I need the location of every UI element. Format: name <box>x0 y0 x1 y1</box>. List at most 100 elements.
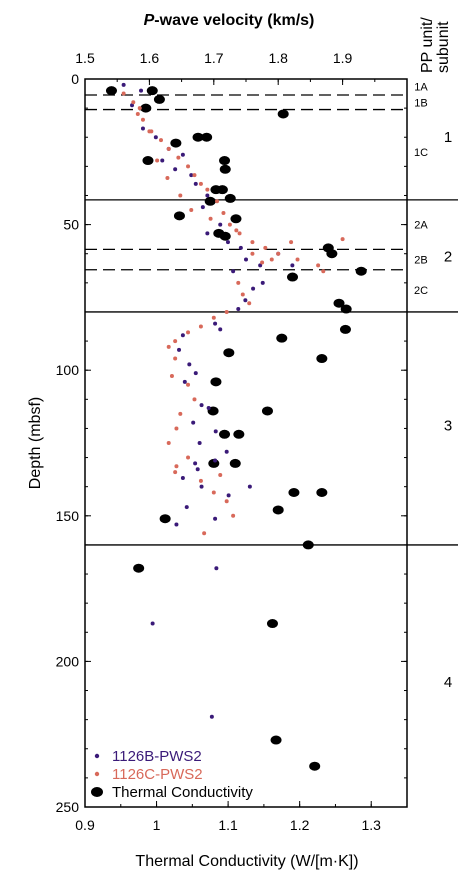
tc-point <box>261 406 273 416</box>
velocity-point <box>240 292 245 297</box>
legend-label: 1126C-PWS2 <box>112 766 203 783</box>
velocity-point <box>289 240 294 245</box>
velocity-point <box>189 208 194 213</box>
top-tick-label: 1.7 <box>204 50 224 66</box>
velocity-point <box>169 374 174 379</box>
velocity-point <box>176 155 181 160</box>
tc-point <box>219 156 231 166</box>
tc-point <box>140 103 152 113</box>
series-1126c-pws2 <box>121 91 345 536</box>
velocity-point <box>173 356 178 361</box>
velocity-point <box>173 470 178 475</box>
tc-point <box>204 196 216 206</box>
left-tick-label: 50 <box>63 217 79 233</box>
velocity-point <box>140 126 145 131</box>
legend-marker-tc <box>91 787 103 797</box>
velocity-point <box>174 464 179 469</box>
subunit-label-1c: 1C <box>414 147 428 159</box>
tc-point <box>230 214 242 224</box>
velocity-point <box>200 205 205 210</box>
left-tick-label: 250 <box>56 799 80 815</box>
velocity-point <box>178 411 183 416</box>
velocity-point <box>276 251 281 256</box>
tc-point <box>340 304 352 314</box>
tc-point <box>277 109 289 119</box>
tc-point <box>216 185 228 195</box>
velocity-point <box>250 240 255 245</box>
unit-label-4: 4 <box>444 674 452 691</box>
velocity-point <box>208 216 213 221</box>
velocity-point <box>226 493 231 498</box>
velocity-point <box>218 222 223 227</box>
top-tick-label: 1.8 <box>268 50 288 66</box>
velocity-point <box>213 429 218 434</box>
velocity-point <box>199 484 204 489</box>
velocity-point <box>213 516 218 521</box>
velocity-point <box>180 333 185 338</box>
velocity-point <box>177 347 182 352</box>
right-axis-title-line1: PP unit/ <box>419 17 436 73</box>
velocity-point <box>137 106 142 111</box>
velocity-point <box>140 117 145 122</box>
velocity-point <box>180 475 185 480</box>
tc-point <box>210 377 222 387</box>
bottom-tick-label: 1.1 <box>218 817 238 833</box>
subunit-label-2b: 2B <box>414 255 427 267</box>
left-tick-label: 200 <box>56 653 80 669</box>
velocity-point <box>237 231 242 236</box>
data-series <box>105 82 367 771</box>
velocity-point <box>173 339 178 344</box>
tc-point <box>219 164 231 174</box>
velocity-point <box>213 458 218 463</box>
tc-point <box>219 429 231 439</box>
legend-label: 1126B-PWS2 <box>112 748 202 765</box>
velocity-point <box>173 167 178 172</box>
velocity-point <box>193 461 198 466</box>
velocity-point <box>224 499 229 504</box>
plot-frame <box>84 78 408 808</box>
velocity-point <box>231 269 236 274</box>
velocity-point <box>340 237 345 242</box>
velocity-point <box>238 245 243 250</box>
velocity-point <box>213 321 218 326</box>
velocity-point <box>224 309 229 314</box>
tc-point <box>309 761 321 771</box>
velocity-point <box>269 257 274 262</box>
velocity-point <box>209 714 214 719</box>
tc-point <box>316 354 328 364</box>
velocity-point <box>227 222 232 227</box>
velocity-point <box>251 286 256 291</box>
velocity-point <box>260 280 265 285</box>
unit-labels: 1A 1B 1C 2A 2B 2C 1 2 3 4 <box>414 81 452 691</box>
velocity-point <box>174 426 179 431</box>
unit-label-3: 3 <box>444 418 452 435</box>
velocity-point <box>244 257 248 262</box>
tc-point <box>333 298 345 308</box>
velocity-point <box>182 379 187 384</box>
legend-label: Thermal Conductivity <box>112 784 253 801</box>
tc-point <box>276 333 288 343</box>
bottom-tick-label: 0.9 <box>75 817 95 833</box>
tc-point <box>170 138 182 148</box>
velocity-point <box>224 449 229 454</box>
velocity-point <box>186 330 191 335</box>
velocity-point <box>187 362 192 367</box>
subunit-label-2c: 2C <box>414 285 428 297</box>
velocity-point <box>205 187 210 192</box>
velocity-point <box>184 505 189 510</box>
tc-point <box>287 272 299 282</box>
velocity-point <box>250 251 255 256</box>
velocity-point <box>236 307 241 312</box>
velocity-point <box>214 566 219 571</box>
velocity-point <box>236 280 241 285</box>
velocity-point <box>193 371 198 376</box>
velocity-point <box>153 135 158 140</box>
top-tick-label: 1.5 <box>75 50 95 66</box>
tc-point <box>153 94 165 104</box>
legend-marker-dot <box>94 771 100 777</box>
velocity-point <box>174 522 179 527</box>
velocity-point <box>180 152 185 157</box>
velocity-point <box>121 91 126 96</box>
velocity-point <box>166 146 171 151</box>
